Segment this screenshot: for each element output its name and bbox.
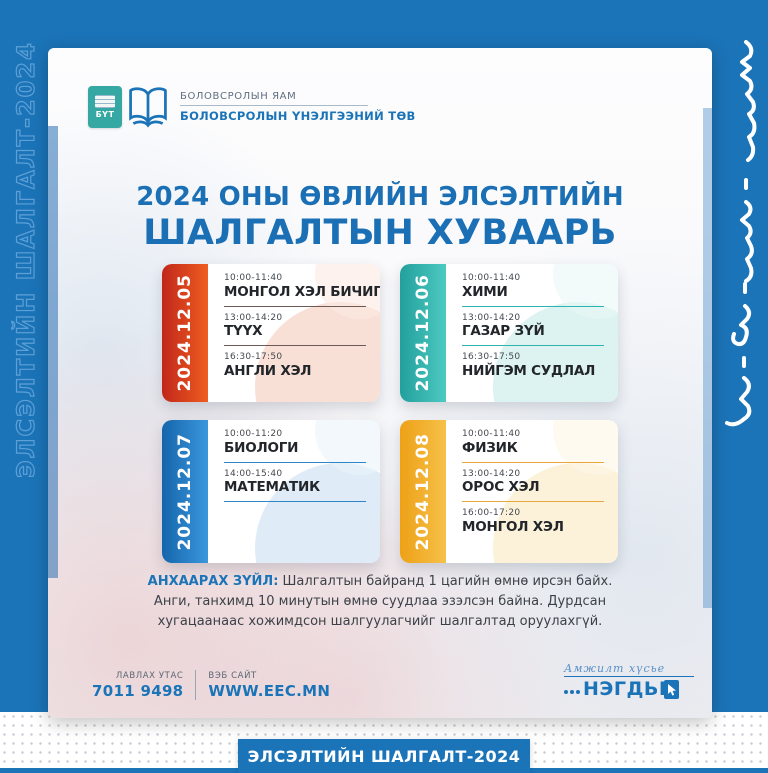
row-separator: [462, 305, 604, 307]
schedule-card-12-07: 2024.12.07 10:00-11:20 БИОЛОГИ 14:00-15:…: [162, 420, 380, 563]
photo-background-left-strip: [48, 126, 58, 578]
row-separator: [462, 461, 604, 463]
brand-wordmark: НЭГДЬЕ: [564, 676, 694, 700]
exam-subject: ОРОС ХЭЛ: [462, 479, 540, 496]
badge-label: БҮТ: [95, 110, 115, 119]
brand-name-text: НЭГДЬЕ: [583, 678, 673, 700]
date-bar: 2024.12.08: [400, 420, 446, 563]
exam-row: 10:00-11:40 МОНГОЛ ХЭЛ БИЧИГ: [224, 273, 380, 307]
exam-list: 10:00-11:20 БИОЛОГИ 14:00-15:40 МАТЕМАТИ…: [208, 420, 380, 563]
exam-time: 10:00-11:40: [462, 273, 521, 283]
exam-time: 16:30-17:50: [462, 352, 521, 363]
title-line-1: 2024 ОНЫ ӨВЛИЙН ЭЛСЭЛТИЙН: [136, 182, 624, 212]
schedule-card-12-08: 2024.12.08 10:00-11:40 ФИЗИК 13:00-14:20…: [400, 420, 618, 563]
exam-subject: БИОЛОГИ: [224, 439, 299, 456]
notice-text: Шалгалтын байранд 1 цагийн өмнө ирсэн ба…: [153, 574, 613, 630]
negdye-brand-logo: Амжилт хүсье НЭГДЬЕ: [564, 662, 694, 700]
exam-subject: ТҮҮХ: [224, 323, 263, 340]
title-line-2: ШАЛГАЛТЫН ХУВААРЬ: [143, 213, 617, 253]
photo-background-right-strip: [703, 108, 712, 608]
exam-row: 16:30-17:50 АНГЛИ ХЭЛ: [224, 352, 366, 380]
exam-row: 10:00-11:40 ХИМИ: [462, 273, 604, 307]
exam-subject: НИЙГЭМ СУДЛАЛ: [462, 363, 596, 380]
exam-row: 13:00-14:20 ГАЗАР ЗҮЙ: [462, 313, 604, 347]
date-bar: 2024.12.05: [162, 264, 208, 402]
brand-script-slogan: Амжилт хүсье: [564, 662, 666, 675]
exam-time: 13:00-14:20: [462, 312, 521, 323]
exam-row: 10:00-11:20 БИОЛОГИ: [224, 429, 366, 463]
poster-title: 2024 ОНЫ ӨВЛИЙН ЭЛСЭЛТИЙН ШАЛГАЛТЫН ХУВА…: [48, 182, 712, 253]
contact-divider: [195, 670, 197, 700]
date-label: 2024.12.07: [175, 432, 195, 551]
but-logo-badge: БҮТ: [88, 86, 122, 128]
date-label: 2024.12.06: [413, 274, 433, 392]
exam-subject: МАТЕМАТИК: [224, 479, 320, 496]
schedule-grid: 2024.12.05 10:00-11:40 МОНГОЛ ХЭЛ БИЧИГ …: [162, 264, 618, 563]
exam-time: 14:00-15:40: [224, 468, 283, 479]
row-separator: [224, 501, 366, 503]
website-url: WWW.EEC.MN: [208, 681, 331, 700]
exam-row: 16:00-17:20 МОНГОЛ ХЭЛ: [462, 508, 604, 536]
row-separator: [224, 305, 366, 307]
exam-time: 10:00-11:20: [224, 429, 283, 439]
exam-list: 10:00-11:40 МОНГОЛ ХЭЛ БИЧИГ 13:00-14:20…: [208, 264, 380, 402]
exam-list: 10:00-11:40 ХИМИ 13:00-14:20 ГАЗАР ЗҮЙ 1…: [446, 264, 618, 402]
web-block: ВЭБ САЙТ WWW.EEC.MN: [208, 671, 330, 700]
date-bar: 2024.12.06: [400, 264, 446, 402]
exam-time: 13:00-14:20: [462, 468, 521, 479]
phone-number: 7011 9498: [92, 681, 184, 700]
exam-list: 10:00-11:40 ФИЗИК 13:00-14:20 ОРОС ХЭЛ 1…: [446, 420, 618, 563]
row-separator: [462, 345, 604, 347]
phone-block: ЛАВЛАХ УТАС 7011 9498: [92, 671, 183, 700]
website-label: ВЭБ САЙТ: [208, 670, 257, 681]
emblem-icon: [95, 95, 115, 108]
phone-label: ЛАВЛАХ УТАС: [115, 670, 184, 681]
exam-subject: ФИЗИК: [462, 439, 518, 456]
brand-dots: [564, 690, 580, 694]
date-bar: 2024.12.07: [162, 420, 208, 563]
exam-time: 16:30-17:50: [224, 352, 283, 363]
exam-subject: МОНГОЛ ХЭЛ: [462, 519, 564, 536]
click-cursor-icon: [664, 680, 679, 699]
poster-card: БҮТ БОЛОВСРОЛЫН ЯАМ БОЛОВСРОЛЫН ҮНЭЛГЭЭН…: [48, 48, 712, 718]
schedule-card-12-05: 2024.12.05 10:00-11:40 МОНГОЛ ХЭЛ БИЧИГ …: [162, 264, 380, 402]
notice-label: АНХААРАХ ЗҮЙЛ:: [147, 574, 279, 589]
open-book-icon: [129, 87, 167, 128]
exam-subject: МОНГОЛ ХЭЛ БИЧИГ: [224, 283, 380, 300]
left-vertical-slogan: ЭЛСЭЛТИЙН ШАЛГАЛТ-2024: [11, 41, 40, 479]
exam-row: 10:00-11:40 ФИЗИК: [462, 429, 604, 463]
row-separator: [224, 461, 366, 463]
date-label: 2024.12.08: [413, 432, 433, 551]
contact-block: ЛАВЛАХ УТАС 7011 9498 ВЭБ САЙТ WWW.EEC.M…: [92, 670, 330, 700]
schedule-card-12-06: 2024.12.06 10:00-11:40 ХИМИ 13:00-14:20 …: [400, 264, 618, 402]
notice-paragraph: АНХААРАХ ЗҮЙЛ: Шалгалтын байранд 1 цагий…: [130, 572, 630, 632]
exam-row: 13:00-14:20 ОРОС ХЭЛ: [462, 469, 604, 503]
exam-time: 10:00-11:40: [224, 273, 283, 283]
exam-time: 10:00-11:40: [462, 429, 521, 439]
row-separator: [462, 501, 604, 503]
bottom-banner-label: ЭЛСЭЛТИЙН ШАЛГАЛТ-2024: [247, 746, 521, 766]
exam-row: 14:00-15:40 МАТЕМАТИК: [224, 469, 366, 503]
organization-logo: БҮТ БОЛОВСРОЛЫН ЯАМ БОЛОВСРОЛЫН ҮНЭЛГЭЭН…: [88, 84, 416, 130]
exam-row: 16:30-17:50 НИЙГЭМ СУДЛАЛ: [462, 352, 604, 380]
mongolian-script-decoration: [725, 40, 757, 427]
center-name: БОЛОВСРОЛЫН ҮНЭЛГЭЭНИЙ ТӨВ: [180, 109, 416, 123]
organization-names: БОЛОВСРОЛЫН ЯАМ БОЛОВСРОЛЫН ҮНЭЛГЭЭНИЙ Т…: [180, 91, 416, 123]
row-separator: [224, 345, 366, 347]
exam-subject: ГАЗАР ЗҮЙ: [462, 323, 545, 340]
exam-time: 16:00-17:20: [462, 508, 521, 519]
bottom-banner: ЭЛСЭЛТИЙН ШАЛГАЛТ-2024: [238, 739, 530, 773]
exam-time: 13:00-14:20: [224, 312, 283, 323]
ministry-name: БОЛОВСРОЛЫН ЯАМ: [180, 91, 297, 102]
exam-subject: АНГЛИ ХЭЛ: [224, 363, 312, 380]
exam-row: 13:00-14:20 ТҮҮХ: [224, 313, 366, 347]
date-label: 2024.12.05: [175, 274, 195, 392]
exam-subject: ХИМИ: [462, 283, 508, 300]
logo-divider: [180, 105, 368, 106]
